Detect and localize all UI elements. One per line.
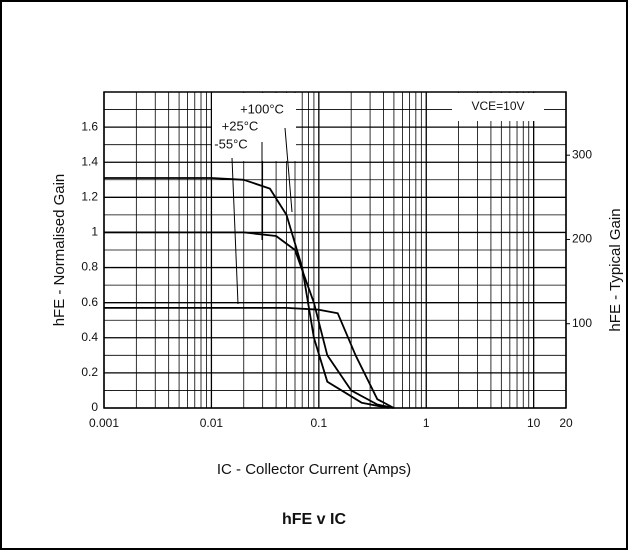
x-tick-label: 1 bbox=[423, 416, 430, 430]
y-tick-label: 0.8 bbox=[81, 260, 98, 274]
annotation: VCE=10V bbox=[471, 99, 524, 113]
y2-tick-label: 100 bbox=[572, 316, 592, 330]
annotation: +100°C bbox=[240, 101, 284, 116]
y-tick-label: 1.6 bbox=[81, 119, 98, 133]
y-tick-label: 0.2 bbox=[81, 365, 98, 379]
y2-tick-label: 200 bbox=[572, 232, 592, 246]
y2-axis-label: hFE - Typical Gain bbox=[607, 208, 624, 331]
x-tick-label: 0.1 bbox=[310, 416, 327, 430]
x-tick-label: 0.01 bbox=[200, 416, 224, 430]
plot-border bbox=[103, 91, 567, 409]
leader bbox=[231, 157, 239, 305]
y-tick-label: 0.4 bbox=[81, 330, 98, 344]
annotation: -55°C bbox=[214, 136, 247, 151]
leader bbox=[284, 127, 293, 213]
chart-title: hFE v IC bbox=[282, 511, 346, 528]
x-tick-label: 20 bbox=[559, 416, 573, 430]
label-box bbox=[452, 93, 544, 121]
y-tick-label: 1 bbox=[91, 225, 98, 239]
curve bbox=[104, 231, 395, 409]
x-axis-label: IC - Collector Current (Amps) bbox=[217, 461, 411, 478]
y-tick-label: 1.4 bbox=[81, 154, 98, 168]
curve bbox=[104, 177, 390, 409]
annotation: +25°C bbox=[222, 118, 259, 133]
y2-tick-label: 300 bbox=[572, 147, 592, 161]
y-tick-label: 1.2 bbox=[81, 190, 98, 204]
label-box bbox=[212, 93, 296, 161]
x-tick-label: 10 bbox=[527, 416, 541, 430]
y-axis-label: hFE - Normalised Gain bbox=[51, 174, 68, 327]
y-tick-label: 0.6 bbox=[81, 295, 98, 309]
y-tick-label: 0 bbox=[91, 400, 98, 414]
x-tick-label: 0.001 bbox=[89, 416, 119, 430]
curve bbox=[104, 306, 395, 409]
